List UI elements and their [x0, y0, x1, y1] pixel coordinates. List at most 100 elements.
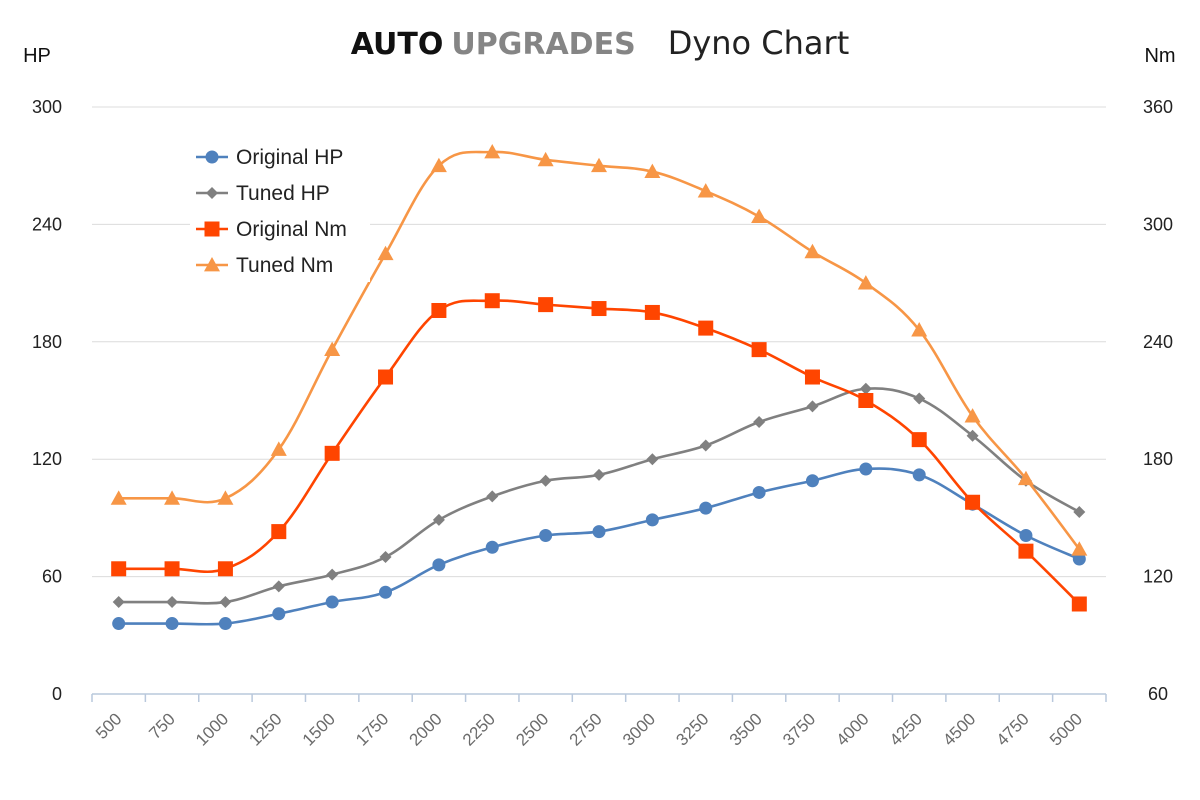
data-point — [324, 445, 340, 461]
legend-label: Tuned HP — [236, 182, 330, 205]
series-line — [118, 299, 1081, 605]
x-tick-label: 3750 — [779, 709, 819, 749]
data-point — [646, 453, 659, 466]
data-point — [432, 513, 445, 526]
legend-label: Original Nm — [236, 218, 347, 241]
legend-label: Tuned Nm — [236, 254, 333, 277]
data-point — [859, 382, 872, 395]
series-original-nm — [111, 293, 1087, 612]
y-left-tick-label: 180 — [32, 332, 62, 352]
data-point — [218, 617, 232, 631]
x-tick-label: 4250 — [886, 709, 926, 749]
data-point — [752, 485, 766, 499]
data-point — [112, 617, 126, 631]
grid-lines — [92, 106, 1106, 578]
x-tick-label: 3250 — [672, 709, 712, 749]
data-point — [378, 369, 394, 385]
y-left-tick-label: 60 — [42, 567, 62, 587]
x-tick-label: 3000 — [619, 709, 659, 749]
y-left-unit-label: HP — [23, 45, 51, 67]
x-tick-label: 5000 — [1046, 709, 1086, 749]
data-point — [591, 157, 607, 173]
legend-marker — [204, 221, 220, 237]
data-point — [537, 151, 554, 167]
data-point — [539, 474, 552, 487]
data-point — [272, 607, 286, 621]
x-tick-label: 2750 — [566, 709, 606, 749]
data-point — [804, 369, 820, 385]
data-point — [645, 513, 659, 527]
y-right-tick-label: 60 — [1148, 684, 1168, 704]
y-right-tick-label: 180 — [1143, 449, 1173, 469]
x-tick-label: 2000 — [406, 709, 446, 749]
data-point — [966, 429, 979, 442]
data-point — [377, 245, 394, 261]
data-point — [965, 494, 981, 510]
data-point — [806, 400, 819, 413]
legend: Original HP Tuned HP Original Nm Tuned Nm — [190, 140, 370, 282]
data-point — [644, 304, 660, 320]
data-point — [219, 596, 232, 609]
data-point — [326, 568, 339, 581]
data-point — [858, 393, 874, 408]
y-left-tick-label: 240 — [32, 214, 62, 234]
legend-marker — [206, 187, 218, 199]
x-tick-label: 1500 — [299, 709, 339, 749]
data-point — [379, 551, 392, 564]
data-point — [1017, 470, 1034, 486]
series-layer — [110, 144, 1088, 631]
data-point — [110, 490, 127, 505]
legend-item: Original HP — [196, 146, 343, 169]
x-tick-label: 4000 — [832, 709, 872, 749]
y-left-tick-label: 300 — [32, 97, 62, 117]
data-point — [699, 501, 713, 515]
series-line — [118, 387, 1080, 605]
y-left-tick-label: 120 — [32, 449, 62, 469]
y-left-tick-label: 0 — [52, 684, 62, 704]
data-point — [486, 490, 499, 503]
series-tuned-nm — [110, 144, 1088, 556]
y-right-tick-label: 360 — [1143, 97, 1173, 117]
data-point — [964, 408, 981, 423]
data-point — [699, 439, 712, 452]
data-point — [484, 293, 500, 309]
data-point — [1018, 543, 1034, 559]
data-point — [325, 595, 339, 609]
data-point — [484, 144, 501, 159]
x-tick-label: 500 — [92, 709, 125, 742]
x-tick-label: 750 — [145, 709, 178, 742]
data-point — [217, 561, 233, 577]
data-point — [644, 163, 661, 178]
y-right-unit-label: Nm — [1144, 45, 1175, 67]
data-point — [164, 561, 180, 577]
data-point — [697, 183, 714, 198]
data-point — [912, 468, 926, 482]
data-point — [857, 275, 874, 290]
x-tick-label: 1250 — [245, 709, 285, 749]
legend-item: Original Nm — [196, 218, 347, 241]
chart-title: AUTO UPGRADES Dyno Chart — [0, 24, 1200, 62]
data-point — [485, 540, 499, 554]
x-tick-label: 2250 — [459, 709, 499, 749]
series-original-hp — [112, 462, 1086, 631]
data-point — [166, 596, 179, 609]
data-point — [539, 529, 553, 543]
legend-label: Original HP — [236, 146, 343, 169]
data-point — [751, 342, 767, 358]
y-right-tick-label: 120 — [1143, 567, 1173, 587]
legend-marker — [205, 150, 219, 164]
data-point — [272, 580, 285, 593]
data-point — [431, 302, 447, 318]
data-point — [911, 322, 928, 337]
x-tick-label: 1000 — [192, 709, 232, 749]
data-point — [165, 617, 179, 631]
data-point — [432, 558, 446, 572]
legend-background — [190, 140, 370, 282]
data-point — [1072, 552, 1086, 566]
legend-item: Tuned Nm — [196, 254, 333, 277]
legend-marker — [204, 257, 220, 272]
data-point — [111, 561, 127, 577]
data-point — [859, 462, 873, 476]
data-point — [271, 524, 287, 540]
y-right-tick-label: 300 — [1143, 214, 1173, 234]
